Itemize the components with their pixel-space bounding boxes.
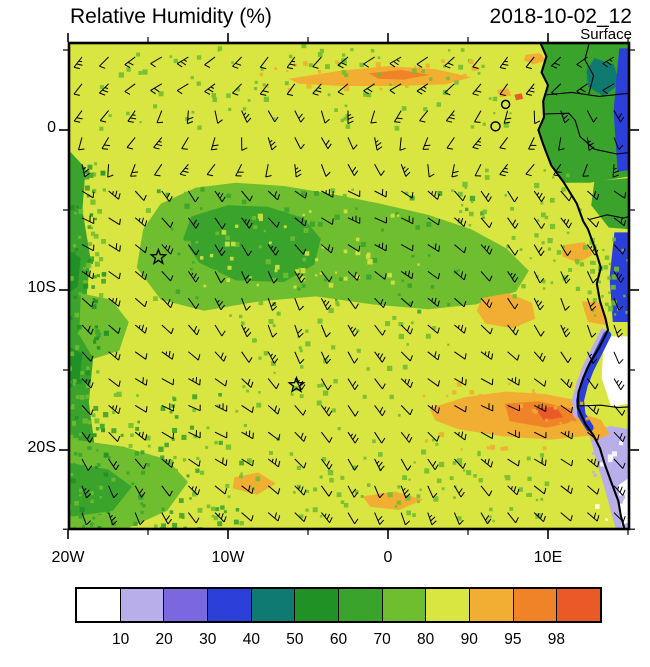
- colorbar-cell: [250, 589, 295, 621]
- page-title: Relative Humidity (%): [70, 5, 272, 28]
- colorbar-cell: [294, 589, 339, 621]
- colorbar-level-label: 50: [286, 631, 304, 648]
- axis-ticks: [59, 33, 639, 539]
- colorbar-cell: [207, 589, 251, 621]
- y-tick-label: 10S: [27, 279, 56, 296]
- coastline: [537, 42, 626, 530]
- y-tick-label: 0: [47, 119, 56, 136]
- colorbar-level-label: 90: [460, 631, 478, 648]
- humidity-map: [59, 33, 639, 539]
- colorbar: 10 20 30 40 50 60 70 80 90 95 98: [75, 587, 602, 657]
- colorbar-cell: [119, 589, 164, 621]
- country-border: [546, 91, 630, 97]
- colorbar-cell: [556, 589, 601, 621]
- colorbar-level-label: 20: [155, 631, 173, 648]
- x-tick-label: 10W: [211, 549, 245, 566]
- station-star-marker: [287, 375, 306, 393]
- island-outline: [500, 99, 511, 110]
- colorbar-cell: [77, 589, 120, 621]
- colorbar-cell: [338, 589, 382, 621]
- country-border: [584, 42, 595, 95]
- island-outline: [490, 121, 501, 132]
- country-border: [577, 404, 630, 409]
- field-speckle: [68, 43, 629, 530]
- x-tick-label: 0: [383, 549, 393, 566]
- wind-barbs: [73, 56, 627, 526]
- colorbar-cell: [512, 589, 557, 621]
- map-frame: [67, 41, 631, 531]
- colorbar-cell: [381, 589, 426, 621]
- colorbar-level-label: 60: [329, 631, 348, 648]
- x-tick-label: 10E: [533, 549, 563, 566]
- colorbar-level-label: 10: [111, 631, 130, 648]
- country-border: [543, 112, 630, 155]
- level-label: Surface: [580, 26, 632, 43]
- map-content: [68, 42, 630, 530]
- colorbar-cell: [163, 589, 208, 621]
- colorbar-level-label: 80: [417, 631, 435, 648]
- colorbar-cell: [425, 589, 470, 621]
- colorbar-level-label: 40: [242, 631, 260, 648]
- colorbar-level-label: 30: [199, 631, 217, 648]
- colorbar-level-label: 98: [547, 631, 566, 648]
- x-tick-label: 20W: [51, 549, 85, 566]
- country-border: [588, 214, 630, 221]
- colorbar-cells: [75, 587, 602, 623]
- valid-datetime: 2018-10-02_12: [489, 5, 632, 28]
- colorbar-cell: [469, 589, 513, 621]
- station-star-marker: [149, 247, 168, 265]
- y-tick-label: 20S: [27, 439, 56, 456]
- colorbar-level-label: 70: [373, 631, 391, 648]
- colorbar-level-label: 95: [504, 631, 522, 648]
